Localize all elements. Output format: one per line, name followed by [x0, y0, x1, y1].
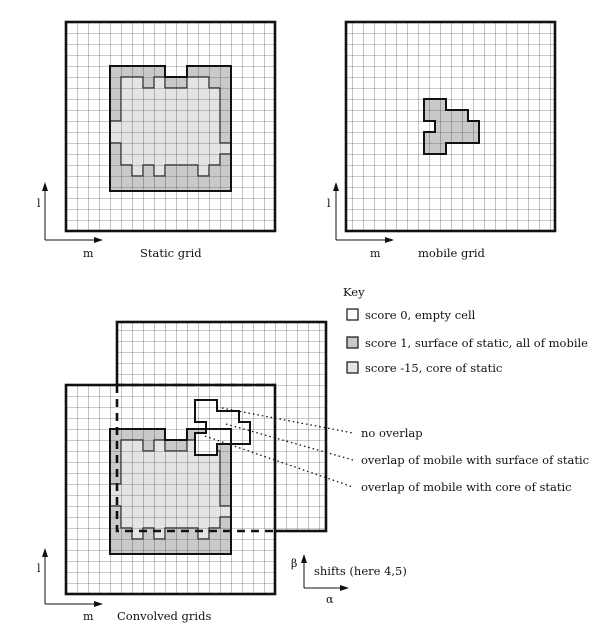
- key-title: Key: [343, 285, 365, 299]
- shift-axis-beta-label: β: [291, 557, 297, 570]
- key-label-surface: score 1, surface of static, all of mobil…: [365, 336, 588, 350]
- annotations: no overlap overlap of mobile with surfac…: [361, 426, 589, 494]
- annotation-overlap-core: overlap of mobile with core of static: [361, 480, 572, 494]
- mobile-axis-l-label: l: [327, 197, 331, 210]
- convolved-axes: l m Convolved grids: [37, 548, 211, 623]
- shifts-caption: shifts (here 4,5): [314, 564, 407, 578]
- shift-axis-alpha-label: α: [326, 593, 334, 606]
- arrow-up-icon: [301, 554, 307, 563]
- mobile-grid-border: [344, 20, 557, 233]
- key-label-core: score -15, core of static: [365, 361, 502, 375]
- static-grid: [64, 20, 277, 233]
- mobile-axis-m-label: m: [370, 247, 381, 260]
- static-axis-m-label: m: [83, 247, 94, 260]
- shift-axes: β α shifts (here 4,5): [291, 554, 407, 606]
- arrow-right-icon: [340, 585, 349, 591]
- static-axis-l-label: l: [37, 197, 41, 210]
- arrow-up-icon: [42, 548, 48, 557]
- arrow-up-icon: [42, 182, 48, 191]
- mobile-axes: l m mobile grid: [327, 182, 486, 260]
- static-axes: l m Static grid: [37, 182, 202, 260]
- annotation-overlap-surface: overlap of mobile with surface of static: [361, 453, 589, 467]
- arrow-right-icon: [385, 237, 394, 243]
- key-swatch-core: [346, 361, 359, 374]
- static-grid-border: [64, 20, 277, 233]
- key-swatch-empty: [346, 308, 359, 321]
- annotation-no-overlap: no overlap: [361, 426, 423, 440]
- key-label-empty: score 0, empty cell: [365, 308, 476, 322]
- convolved-axis-m-label: m: [83, 610, 94, 623]
- convolved-grids-caption: Convolved grids: [117, 609, 211, 623]
- convolved-axis-l-label: l: [37, 562, 41, 575]
- mobile-grid: [344, 20, 557, 233]
- convolved-mobile-hidden-outline: [115, 385, 275, 533]
- arrow-right-icon: [94, 237, 103, 243]
- convolved-grids: [64, 320, 328, 596]
- arrow-up-icon: [333, 182, 339, 191]
- key-swatch-surface: [346, 336, 359, 349]
- arrow-right-icon: [94, 601, 103, 607]
- mobile-grid-caption: mobile grid: [418, 246, 486, 260]
- key-legend: Key score 0, empty cell score 1, surface…: [343, 285, 588, 375]
- static-grid-caption: Static grid: [140, 246, 202, 260]
